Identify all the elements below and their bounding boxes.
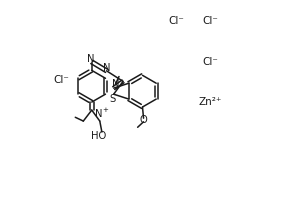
Text: N: N: [87, 54, 94, 64]
Text: Cl⁻: Cl⁻: [202, 56, 218, 67]
Text: Zn²⁺: Zn²⁺: [199, 97, 222, 107]
Text: Cl⁻: Cl⁻: [202, 16, 218, 27]
Text: S: S: [109, 94, 116, 104]
Text: Cl⁻: Cl⁻: [168, 16, 184, 27]
Text: N: N: [103, 63, 111, 73]
Text: O: O: [140, 115, 147, 125]
Text: N$^+$: N$^+$: [94, 107, 110, 120]
Text: Cl⁻: Cl⁻: [53, 74, 69, 85]
Text: HO: HO: [91, 131, 106, 141]
Text: N: N: [112, 79, 119, 89]
